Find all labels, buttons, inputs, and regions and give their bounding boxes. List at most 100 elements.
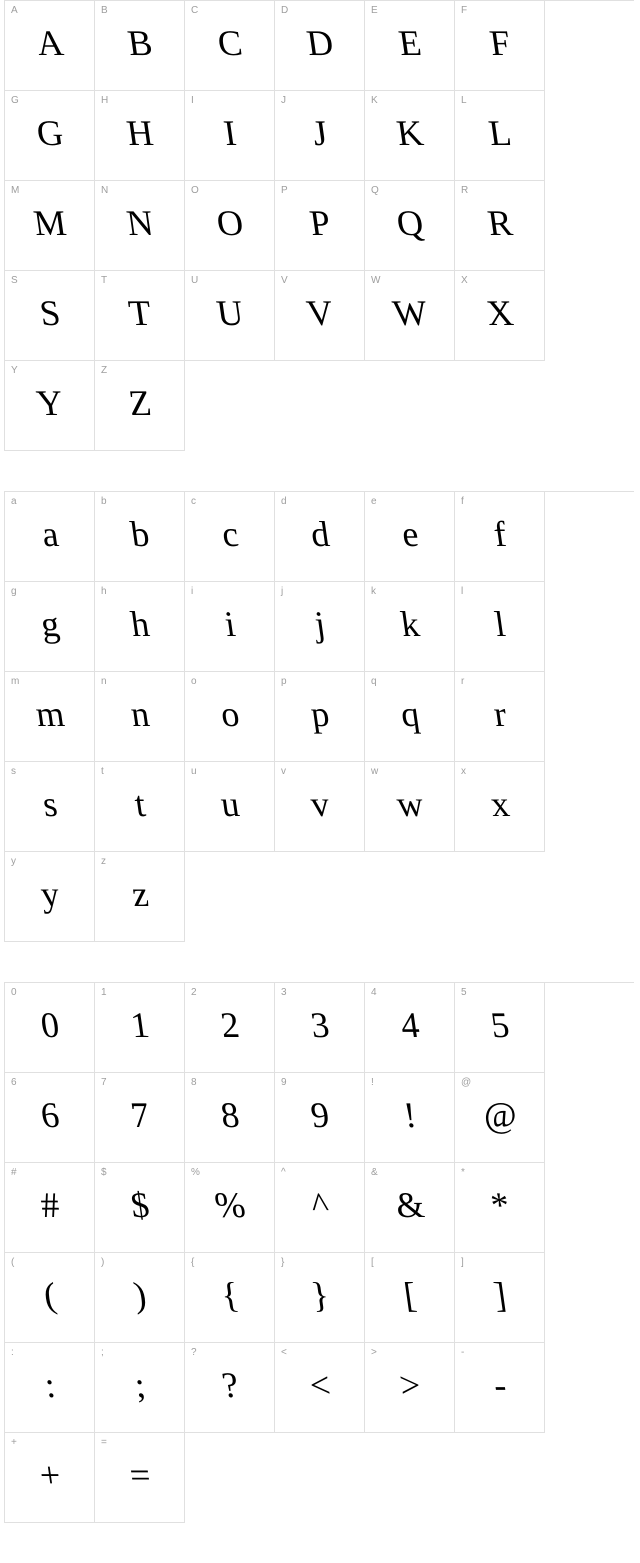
glyph-cell[interactable]: ?? [185, 1343, 275, 1433]
glyph-preview: H [124, 115, 155, 151]
glyph-cell[interactable]: BB [95, 1, 185, 91]
glyph-cell[interactable]: aa [5, 492, 95, 582]
glyph-cell[interactable]: 44 [365, 983, 455, 1073]
glyph-cell[interactable]: [[ [365, 1253, 455, 1343]
glyph-cell[interactable]: JJ [275, 91, 365, 181]
glyph-cell[interactable]: hh [95, 582, 185, 672]
glyph-cell[interactable]: FF [455, 1, 545, 91]
glyph-cell[interactable]: ff [455, 492, 545, 582]
glyph-cell[interactable]: XX [455, 271, 545, 361]
glyph-cell[interactable]: RR [455, 181, 545, 271]
glyph-cell[interactable]: && [365, 1163, 455, 1253]
glyph-label: o [191, 676, 197, 687]
glyph-cell[interactable]: -- [455, 1343, 545, 1433]
glyph-label: k [371, 586, 376, 597]
glyph-preview: P [307, 205, 332, 241]
empty-cell [185, 361, 275, 451]
glyph-cell[interactable]: !! [365, 1073, 455, 1163]
glyph-cell[interactable]: qq [365, 672, 455, 762]
glyph-label: r [461, 676, 464, 687]
glyph-cell[interactable]: pp [275, 672, 365, 762]
glyph-label: Q [371, 185, 379, 196]
glyph-cell[interactable]: == [95, 1433, 185, 1523]
glyph-preview: 8 [218, 1097, 241, 1133]
glyph-cell[interactable]: 66 [5, 1073, 95, 1163]
glyph-cell[interactable]: (( [5, 1253, 95, 1343]
glyph-cell[interactable]: OO [185, 181, 275, 271]
glyph-cell[interactable]: ll [455, 582, 545, 672]
glyph-cell[interactable]: << [275, 1343, 365, 1433]
glyph-cell[interactable]: VV [275, 271, 365, 361]
glyph-cell[interactable]: HH [95, 91, 185, 181]
glyph-cell[interactable]: 55 [455, 983, 545, 1073]
glyph-cell[interactable]: kk [365, 582, 455, 672]
glyph-cell[interactable]: )) [95, 1253, 185, 1343]
glyph-cell[interactable]: EE [365, 1, 455, 91]
glyph-cell[interactable]: 22 [185, 983, 275, 1073]
glyph-cell[interactable]: WW [365, 271, 455, 361]
glyph-cell[interactable]: ee [365, 492, 455, 582]
glyph-cell[interactable]: gg [5, 582, 95, 672]
glyph-cell[interactable]: KK [365, 91, 455, 181]
glyph-cell[interactable]: DD [275, 1, 365, 91]
glyph-label: U [191, 275, 198, 286]
glyph-cell[interactable]: ii [185, 582, 275, 672]
glyph-cell[interactable]: xx [455, 762, 545, 852]
glyph-cell[interactable]: yy [5, 852, 95, 942]
glyph-cell[interactable]: 33 [275, 983, 365, 1073]
glyph-cell[interactable]: ss [5, 762, 95, 852]
glyph-preview: v [308, 786, 331, 822]
glyph-cell[interactable]: oo [185, 672, 275, 762]
glyph-cell[interactable]: uu [185, 762, 275, 852]
glyph-cell[interactable]: AA [5, 1, 95, 91]
glyph-cell[interactable]: ++ [5, 1433, 95, 1523]
glyph-cell[interactable]: >> [365, 1343, 455, 1433]
glyph-cell[interactable]: cc [185, 492, 275, 582]
empty-cell [365, 1433, 455, 1523]
glyph-cell[interactable]: mm [5, 672, 95, 762]
glyph-cell[interactable]: ZZ [95, 361, 185, 451]
glyph-label: ? [191, 1347, 197, 1358]
glyph-cell[interactable]: dd [275, 492, 365, 582]
glyph-cell[interactable]: 99 [275, 1073, 365, 1163]
glyph-cell[interactable]: $$ [95, 1163, 185, 1253]
glyph-cell[interactable]: :: [5, 1343, 95, 1433]
glyph-cell[interactable]: 00 [5, 983, 95, 1073]
glyph-cell[interactable]: 88 [185, 1073, 275, 1163]
glyph-cell[interactable]: PP [275, 181, 365, 271]
glyph-cell[interactable]: }} [275, 1253, 365, 1343]
glyph-cell[interactable]: CC [185, 1, 275, 91]
glyph-cell[interactable]: ;; [95, 1343, 185, 1433]
glyph-label: $ [101, 1167, 107, 1178]
glyph-cell[interactable]: ^^ [275, 1163, 365, 1253]
glyph-cell[interactable]: GG [5, 91, 95, 181]
glyph-cell[interactable]: 11 [95, 983, 185, 1073]
glyph-cell[interactable]: jj [275, 582, 365, 672]
glyph-cell[interactable]: %% [185, 1163, 275, 1253]
glyph-cell[interactable]: YY [5, 361, 95, 451]
glyph-cell[interactable]: UU [185, 271, 275, 361]
glyph-cell[interactable]: ww [365, 762, 455, 852]
glyph-cell[interactable]: vv [275, 762, 365, 852]
glyph-cell[interactable]: NN [95, 181, 185, 271]
glyph-cell[interactable]: LL [455, 91, 545, 181]
glyph-cell[interactable]: TT [95, 271, 185, 361]
glyph-cell[interactable]: II [185, 91, 275, 181]
glyph-cell[interactable]: bb [95, 492, 185, 582]
glyph-cell[interactable]: zz [95, 852, 185, 942]
glyph-cell[interactable]: SS [5, 271, 95, 361]
glyph-preview: d [308, 516, 331, 552]
glyph-cell[interactable]: ]] [455, 1253, 545, 1343]
glyph-cell[interactable]: ## [5, 1163, 95, 1253]
glyph-cell[interactable]: QQ [365, 181, 455, 271]
glyph-cell[interactable]: nn [95, 672, 185, 762]
glyph-cell[interactable]: tt [95, 762, 185, 852]
glyph-preview: N [124, 205, 155, 241]
glyph-cell[interactable]: @@ [455, 1073, 545, 1163]
glyph-cell[interactable]: MM [5, 181, 95, 271]
glyph-cell[interactable]: {{ [185, 1253, 275, 1343]
glyph-label: l [461, 586, 463, 597]
glyph-cell[interactable]: ** [455, 1163, 545, 1253]
glyph-cell[interactable]: rr [455, 672, 545, 762]
glyph-cell[interactable]: 77 [95, 1073, 185, 1163]
